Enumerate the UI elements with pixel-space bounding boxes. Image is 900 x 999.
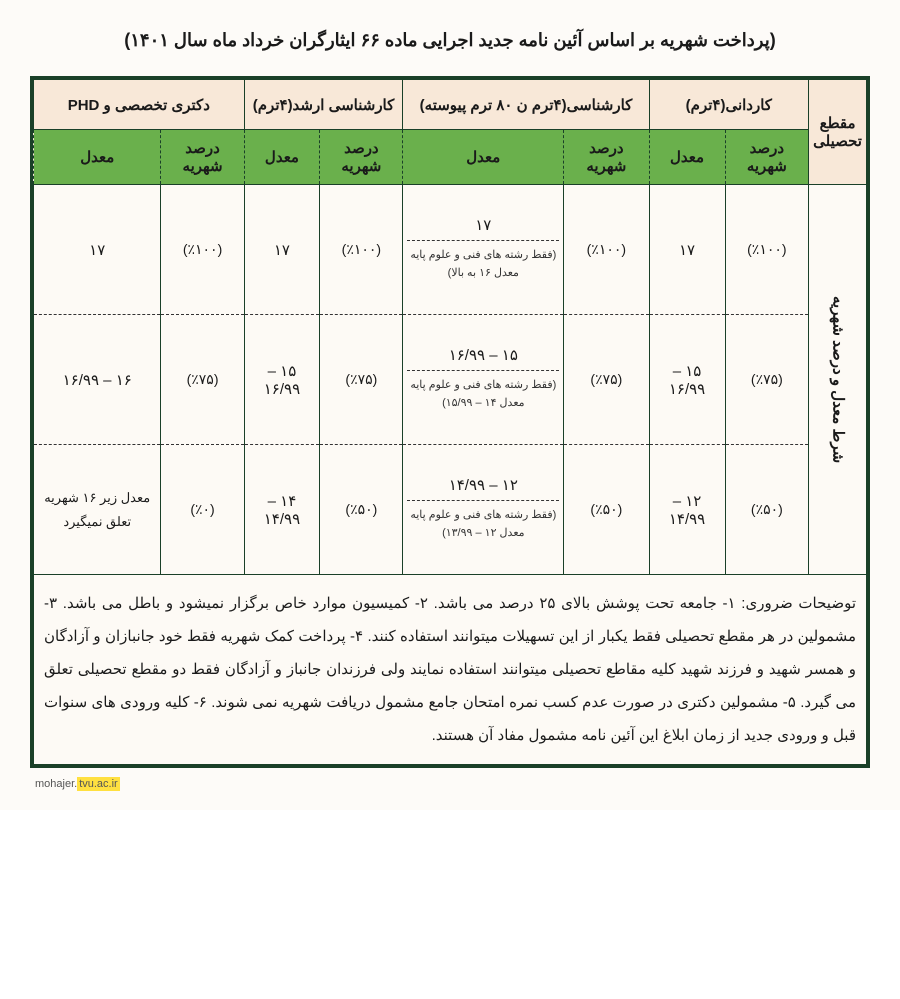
cell-gpa: ۱۵ – ۱۶/۹۹ [244, 315, 320, 445]
cell-gpa: ۱۷ [649, 185, 725, 315]
cell-gpa: ۱۷ (فقط رشته های فنی و علوم پایه معدل ۱۶… [403, 185, 564, 315]
notes-text: توضیحات ضروری: ۱- جامعه تحت پوشش بالای ۲… [34, 575, 867, 765]
footer-url: mohajer.tvu.ac.ir [30, 768, 870, 790]
cell-pct: (٪۱۰۰) [161, 185, 244, 315]
cell-gpa: معدل زیر ۱۶ شهریه تعلق نمیگیرد [34, 445, 161, 575]
cell-pct: (٪۷۵) [320, 315, 403, 445]
subheader-pct: درصد شهریه [725, 130, 809, 185]
header-level: مقطع تحصیلی [809, 80, 867, 185]
table-row: (٪۷۵) ۱۵ – ۱۶/۹۹ (٪۷۵) ۱۵ – ۱۶/۹۹ (فقط ر… [34, 315, 867, 445]
header-col-3: کارشناسی ارشد(۴ترم) [244, 80, 403, 130]
cell-gpa: ۱۴ – ۱۴/۹۹ [244, 445, 320, 575]
cell-gpa: ۱۷ [244, 185, 320, 315]
page-title: (پرداخت شهریه بر اساس آئین نامه جدید اجر… [30, 30, 870, 51]
subheader-gpa: معدل [649, 130, 725, 185]
cell-pct: (٪۵۰) [320, 445, 403, 575]
subheader-gpa: معدل [403, 130, 564, 185]
table-row: (٪۵۰) ۱۲ – ۱۴/۹۹ (٪۵۰) ۱۲ – ۱۴/۹۹ (فقط ر… [34, 445, 867, 575]
cell-pct: (٪۷۵) [161, 315, 244, 445]
cell-pct: (٪۵۰) [564, 445, 649, 575]
cell-pct: (٪۵۰) [725, 445, 809, 575]
tuition-table: مقطع تحصیلی کاردانی(۴ترم) کارشناسی(۴ترم … [33, 79, 867, 765]
cell-gpa: ۱۶ – ۱۶/۹۹ [34, 315, 161, 445]
subheader-pct: درصد شهریه [161, 130, 244, 185]
cell-gpa: ۱۵ – ۱۶/۹۹ (فقط رشته های فنی و علوم پایه… [403, 315, 564, 445]
subheader-pct: درصد شهریه [320, 130, 403, 185]
subheader-gpa: معدل [34, 130, 161, 185]
cell-pct: (٪۱۰۰) [725, 185, 809, 315]
header-col-4: دکتری تخصصی و PHD [34, 80, 245, 130]
cell-pct: (٪۷۵) [725, 315, 809, 445]
cell-gpa: ۱۲ – ۱۴/۹۹ (فقط رشته های فنی و علوم پایه… [403, 445, 564, 575]
cell-pct: (٪۱۰۰) [564, 185, 649, 315]
side-label: شرط معدل و درصد شهریه [809, 185, 867, 575]
subheader-pct: درصد شهریه [564, 130, 649, 185]
header-col-2: کارشناسی(۴ترم ن ۸۰ ترم پیوسته) [403, 80, 649, 130]
cell-gpa: ۱۵ – ۱۶/۹۹ [649, 315, 725, 445]
cell-pct: (٪۷۵) [564, 315, 649, 445]
subheader-gpa: معدل [244, 130, 320, 185]
cell-pct: (٪۱۰۰) [320, 185, 403, 315]
tuition-table-wrap: مقطع تحصیلی کاردانی(۴ترم) کارشناسی(۴ترم … [30, 76, 870, 768]
cell-gpa: ۱۲ – ۱۴/۹۹ [649, 445, 725, 575]
table-row: شرط معدل و درصد شهریه (٪۱۰۰) ۱۷ (٪۱۰۰) ۱… [34, 185, 867, 315]
cell-pct: (٪۰) [161, 445, 244, 575]
header-col-1: کاردانی(۴ترم) [649, 80, 809, 130]
cell-gpa: ۱۷ [34, 185, 161, 315]
